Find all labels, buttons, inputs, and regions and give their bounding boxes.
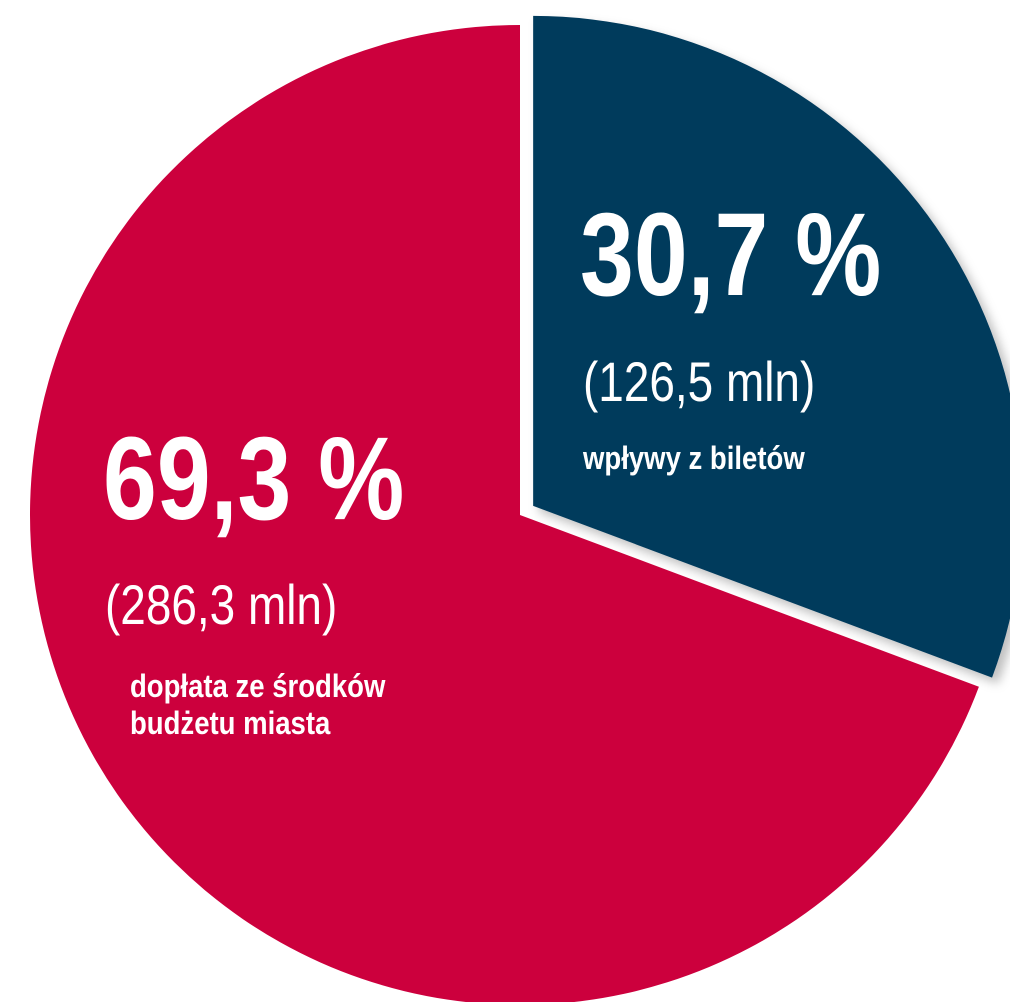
slice-value-label: 30,7 % [580,189,882,321]
slice-category-label: dopłata ze środków budżetu miasta [130,668,386,741]
slice-value-label: 69,3 % [103,413,405,545]
slice-amount-label: (286,3 mln) [105,573,338,636]
pie-slice [533,15,1010,678]
slice-amount-label: (126,5 mln) [583,350,816,413]
slice-category-label: wpływy z biletów [583,440,805,476]
pie-slice [30,25,979,1002]
